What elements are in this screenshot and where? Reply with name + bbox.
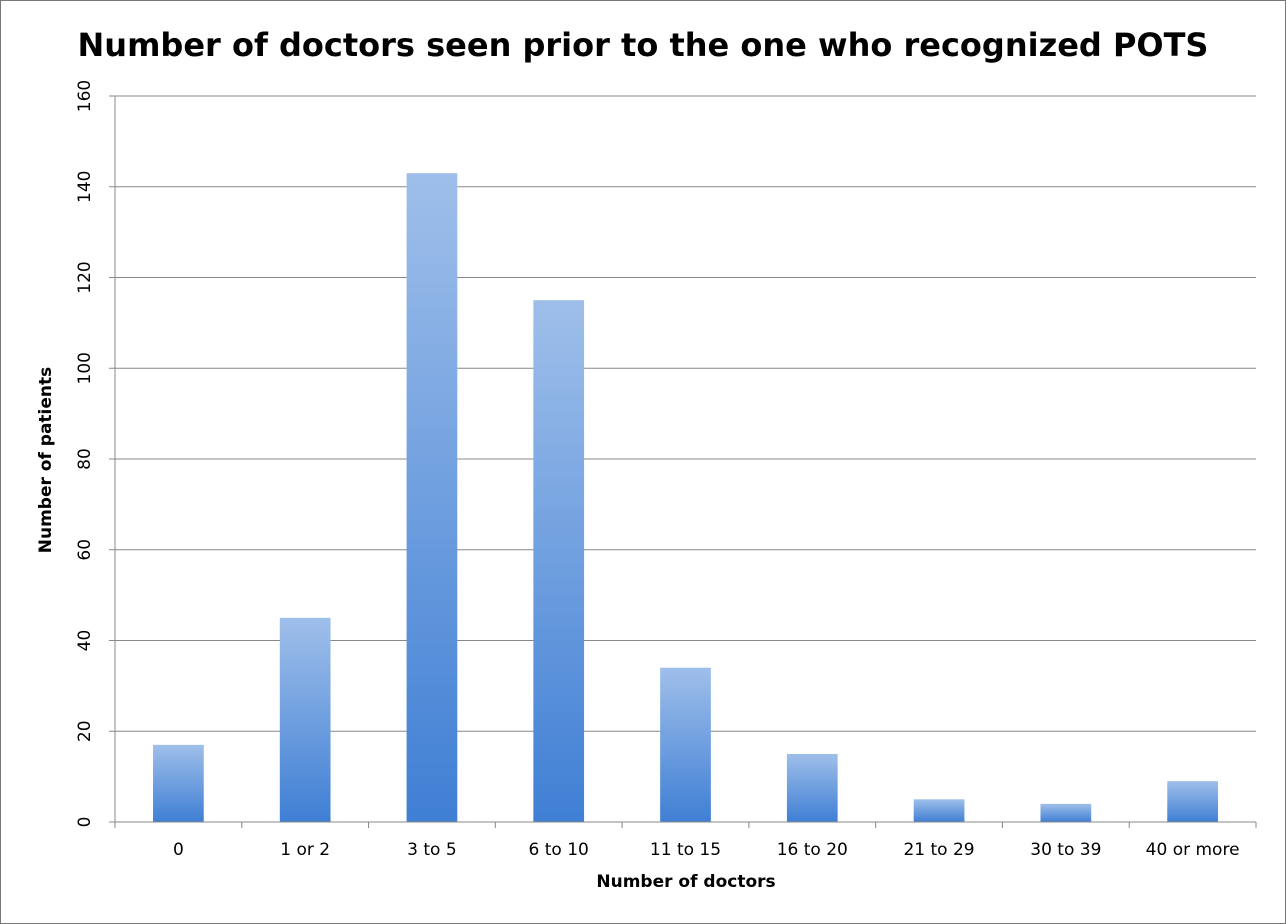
bar [279,617,331,822]
x-tick-label: 1 or 2 [280,840,330,860]
y-tick-label: 40 [75,630,95,652]
y-tick-label: 0 [75,817,95,828]
y-axis-label: Number of patients [36,367,56,554]
bar [913,799,965,822]
bar [406,173,458,822]
x-tick-label: 11 to 15 [650,840,721,860]
bar [786,753,838,822]
x-tick-label: 0 [173,840,184,860]
y-tick-label: 160 [75,80,95,112]
bar [1040,803,1092,822]
y-tick-label: 100 [75,352,95,384]
x-axis-label: Number of doctors [596,872,775,892]
y-tick-label: 140 [75,171,95,203]
x-tick-label: 3 to 5 [407,840,457,860]
bar [1167,781,1218,822]
bar [533,300,585,822]
y-tick-label: 80 [75,448,95,470]
y-tick-label: 20 [75,720,95,742]
x-tick-label: 30 to 39 [1030,840,1101,860]
chart-title: Number of doctors seen prior to the one … [78,26,1209,64]
x-tick-label: 6 to 10 [529,840,589,860]
bar [153,744,204,822]
x-tick-label: 21 to 29 [903,840,974,860]
y-tick-label: 120 [75,261,95,293]
x-tick-label: 16 to 20 [777,840,848,860]
bar [660,667,711,822]
y-tick-label: 60 [75,539,95,561]
x-tick-label: 40 or more [1146,840,1240,860]
